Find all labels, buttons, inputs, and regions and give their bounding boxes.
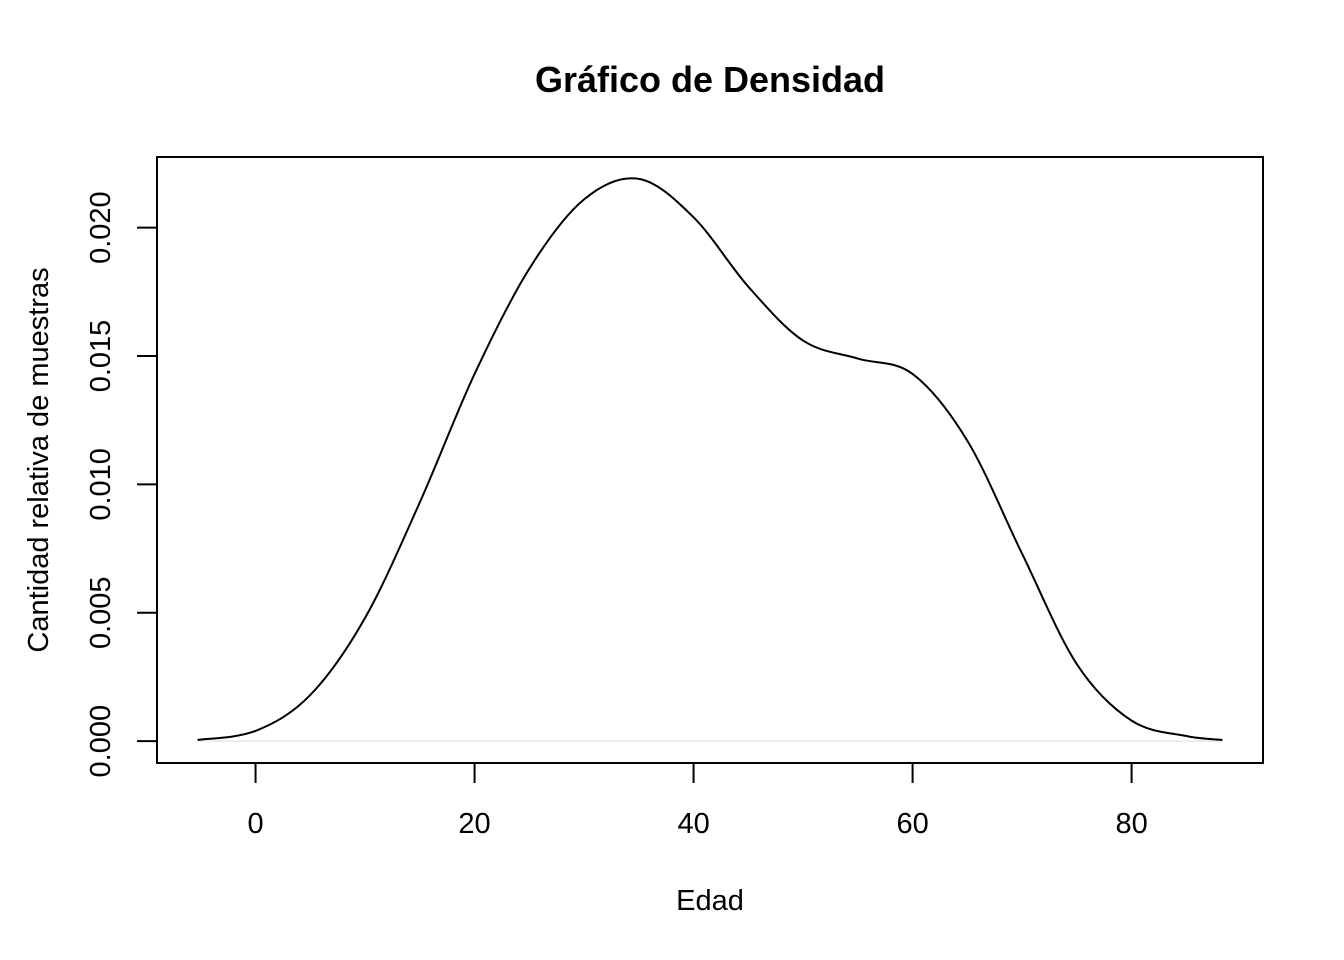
y-tick-label: 0.020 <box>85 191 117 264</box>
x-tick-label: 60 <box>896 808 928 840</box>
x-tick-label: 80 <box>1115 808 1147 840</box>
x-tick-label: 20 <box>458 808 490 840</box>
y-axis-label: Cantidad relativa de muestras <box>23 267 55 652</box>
y-tick-label: 0.010 <box>85 448 117 521</box>
density-series-line <box>197 177 1223 741</box>
y-tick-label: 0.015 <box>85 320 117 393</box>
x-tick-label: 0 <box>247 808 263 840</box>
x-tick-label: 40 <box>677 808 709 840</box>
plot-frame <box>156 156 1264 764</box>
y-tick-label: 0.000 <box>85 705 117 778</box>
x-axis: 0 20 40 60 80 <box>247 762 1148 840</box>
y-axis: 0.000 0.005 0.010 0.015 0.020 <box>85 191 158 778</box>
x-axis-label: Edad <box>676 885 744 917</box>
y-tick-label: 0.005 <box>85 576 117 649</box>
chart-title: Gráfico de Densidad <box>535 59 885 100</box>
